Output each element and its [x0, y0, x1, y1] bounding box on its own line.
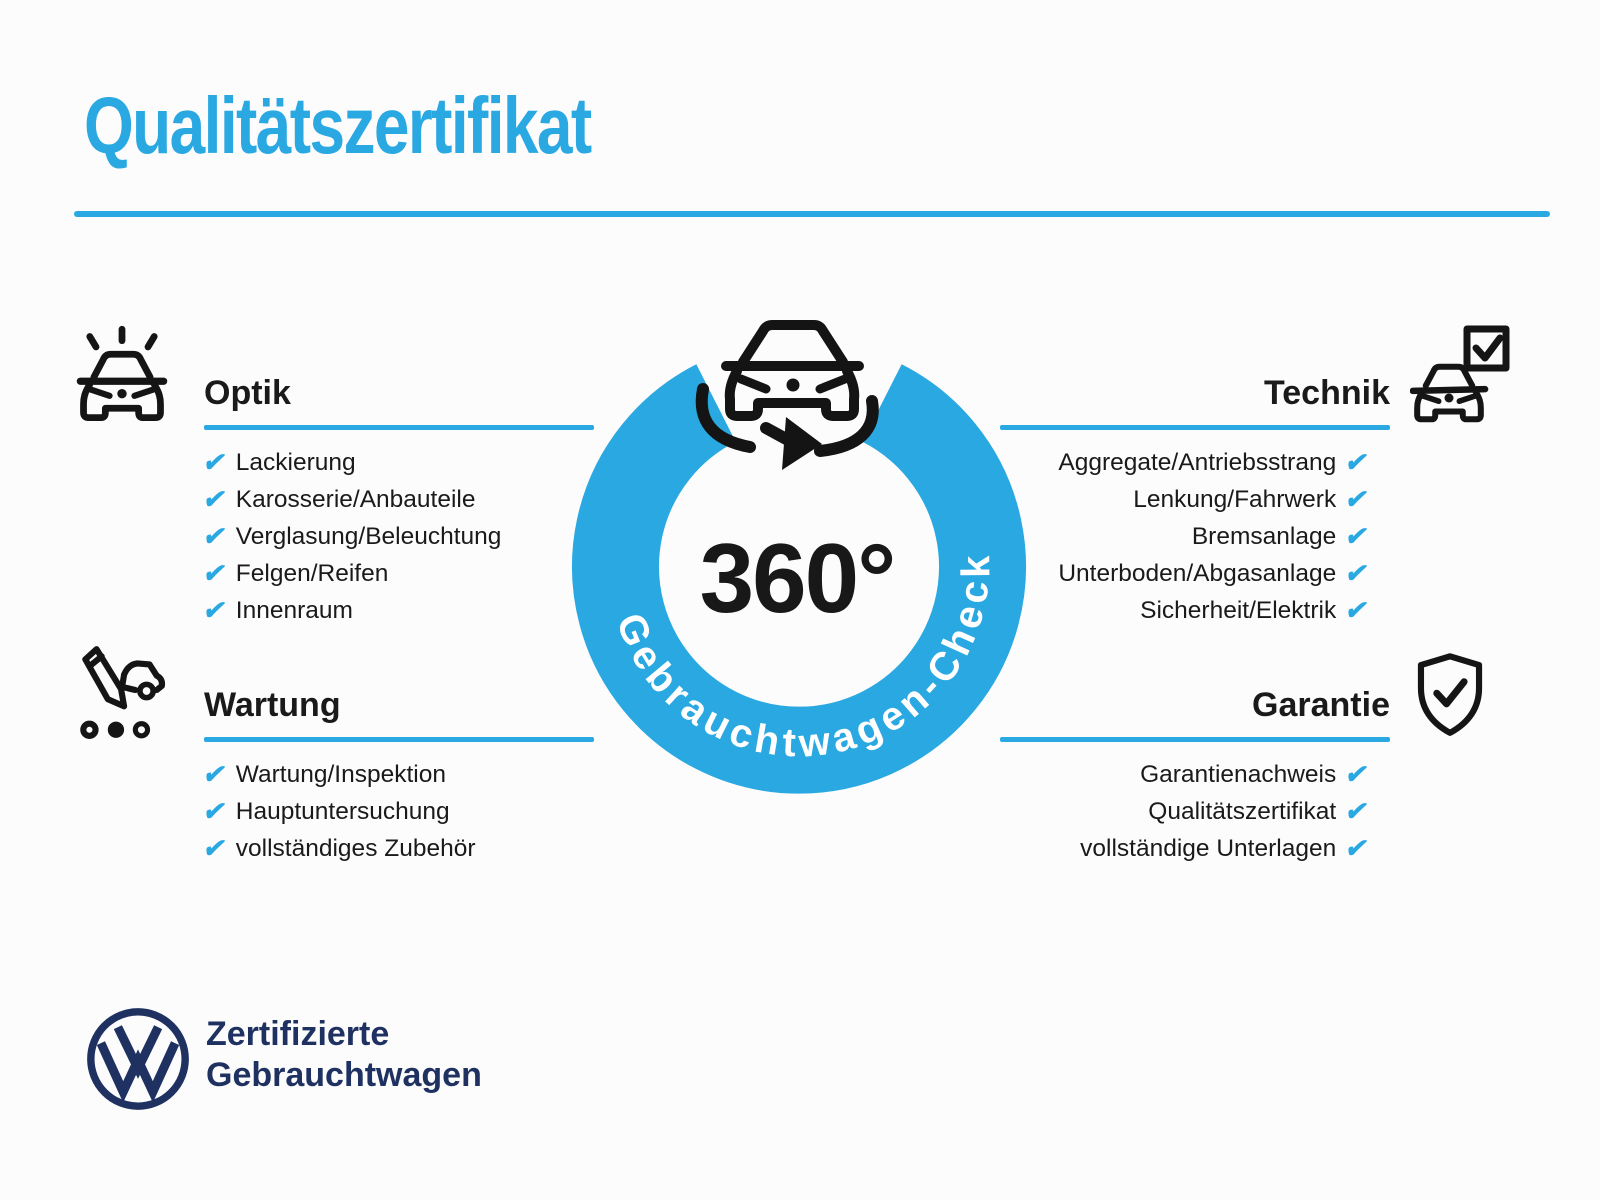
- checkmark-icon: ✔: [200, 447, 230, 477]
- check-item: ✔ Hauptuntersuchung: [201, 793, 594, 830]
- section-heading-wartung: Wartung: [204, 686, 341, 724]
- optik-check-list: ✔ Lackierung ✔ Karosserie/Anbauteile ✔ Vergla…: [201, 444, 594, 629]
- section-divider: [204, 425, 594, 430]
- checkmark-icon: ✔: [1343, 796, 1372, 826]
- car-checkbox-icon: [1410, 325, 1510, 423]
- check-item: ✔ Lenkung/Fahrwerk: [1000, 481, 1390, 518]
- item-label: Garantienachweis: [1140, 761, 1337, 788]
- brand-text: Zertifizierte Gebrauchtwagen: [206, 1014, 482, 1096]
- check-item: ✔ Qualitätszertifikat: [1000, 793, 1390, 830]
- checkmark-icon: ✔: [200, 521, 230, 551]
- section-optik: Optik ✔ Lackierung ✔ Karosserie/Anbauteile ✔…: [201, 374, 594, 629]
- page-title: Qualitätszertifikat: [84, 81, 592, 170]
- item-label: Wartung/Inspektion: [235, 761, 446, 788]
- check-item: ✔ Bremsanlage: [1000, 518, 1390, 555]
- wartung-check-list: ✔ Wartung/Inspektion ✔ Hauptuntersuchung ✔ vo…: [201, 756, 594, 867]
- checkmark-icon: ✔: [1343, 833, 1372, 863]
- item-label: Bremsanlage: [1191, 523, 1337, 550]
- 360-check-badge: Gebrauchtwagen-Check 360°: [572, 320, 1026, 794]
- check-item: ✔ vollständiges Zubehör: [201, 830, 594, 867]
- check-item: ✔ vollständige Unterlagen: [1000, 830, 1390, 867]
- brand-line-1: Zertifizierte: [206, 1015, 390, 1053]
- section-heading-optik: Optik: [204, 374, 291, 412]
- rotating-car-icon: [695, 320, 879, 470]
- check-item: ✔ Sicherheit/Elektrik: [1000, 592, 1390, 629]
- item-label: Lackierung: [235, 449, 356, 476]
- item-label: Qualitätszertifikat: [1148, 798, 1337, 825]
- technik-check-list: ✔ Aggregate/Antriebsstrang ✔ Lenkung/Fahrwe…: [1000, 444, 1390, 629]
- check-item: ✔ Unterboden/Abgasanlage: [1000, 555, 1390, 592]
- title-divider: [74, 211, 1550, 217]
- checkmark-icon: ✔: [200, 759, 230, 789]
- check-item: ✔ Lackierung: [201, 444, 594, 481]
- check-item: ✔ Karosserie/Anbauteile: [201, 481, 594, 518]
- section-divider: [1000, 425, 1390, 430]
- checkmark-icon: ✔: [1343, 558, 1372, 588]
- check-item: ✔ Wartung/Inspektion: [201, 756, 594, 793]
- item-label: vollständige Unterlagen: [1080, 835, 1337, 862]
- shield-check-icon: [1417, 653, 1483, 736]
- checkmark-icon: ✔: [1343, 447, 1372, 477]
- pencil-car-icon: [80, 646, 166, 739]
- section-wartung: Wartung ✔ Wartung/Inspektion ✔ Hauptuntersu…: [201, 686, 594, 867]
- section-divider: [1000, 737, 1390, 742]
- item-label: Aggregate/Antriebsstrang: [1058, 449, 1337, 476]
- car-shine-icon: [76, 325, 168, 422]
- item-label: Sicherheit/Elektrik: [1140, 597, 1337, 624]
- item-label: Hauptuntersuchung: [235, 798, 450, 825]
- checkmark-icon: ✔: [1343, 759, 1372, 789]
- item-label: Verglasung/Beleuchtung: [235, 523, 502, 550]
- item-label: Karosserie/Anbauteile: [235, 486, 476, 513]
- checkmark-icon: ✔: [1343, 521, 1372, 551]
- checkmark-icon: ✔: [200, 796, 230, 826]
- check-item: ✔ Innenraum: [201, 592, 594, 629]
- check-item: ✔ Verglasung/Beleuchtung: [201, 518, 594, 555]
- checkmark-icon: ✔: [1343, 595, 1372, 625]
- brand-line-2: Gebrauchtwagen: [206, 1056, 482, 1094]
- checkmark-icon: ✔: [200, 595, 230, 625]
- item-label: Felgen/Reifen: [235, 560, 389, 587]
- section-heading-technik: Technik: [1264, 374, 1390, 412]
- item-label: Unterboden/Abgasanlage: [1058, 560, 1337, 587]
- check-item: ✔ Aggregate/Antriebsstrang: [1000, 444, 1390, 481]
- section-heading-garantie: Garantie: [1252, 686, 1390, 724]
- ring-shape: [572, 364, 1026, 794]
- checkmark-icon: ✔: [200, 833, 230, 863]
- item-label: Innenraum: [235, 597, 353, 624]
- vw-logo: [87, 1008, 189, 1110]
- checkmark-icon: ✔: [1343, 484, 1372, 514]
- degrees-label: 360°: [700, 523, 895, 633]
- garantie-check-list: ✔ Garantienachweis ✔ Qualitätszertifikat ✔ vo…: [1000, 756, 1390, 867]
- checkmark-icon: ✔: [200, 484, 230, 514]
- item-label: vollständiges Zubehör: [235, 835, 476, 862]
- checkmark-icon: ✔: [200, 558, 230, 588]
- check-item: ✔ Felgen/Reifen: [201, 555, 594, 592]
- item-label: Lenkung/Fahrwerk: [1133, 486, 1337, 513]
- section-garantie: Garantie ✔ Garantienachweis ✔ Qualitätszert…: [1000, 686, 1390, 867]
- section-divider: [204, 737, 594, 742]
- section-technik: Technik ✔ Aggregate/Antriebsstrang ✔ Lenkun…: [1000, 374, 1390, 629]
- check-item: ✔ Garantienachweis: [1000, 756, 1390, 793]
